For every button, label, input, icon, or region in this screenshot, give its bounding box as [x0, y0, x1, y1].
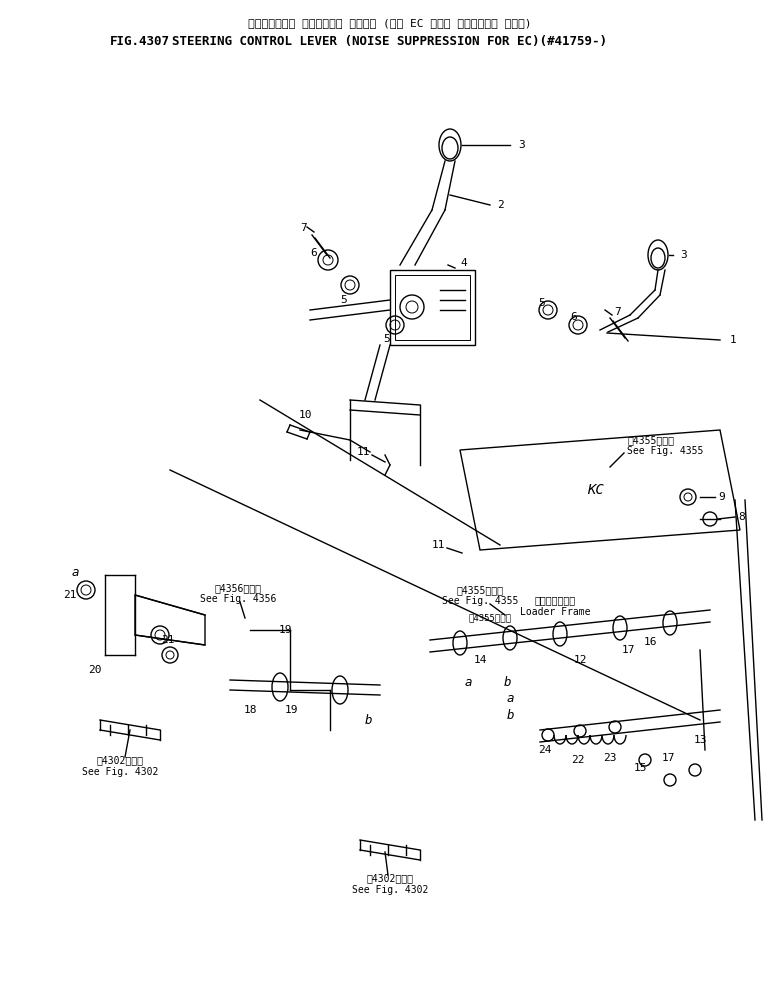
Bar [395, 275, 470, 340]
Text: See Fig. 4302: See Fig. 4302 [352, 885, 428, 895]
Text: 5: 5 [539, 298, 546, 308]
Text: 5: 5 [341, 295, 347, 305]
Text: KC: KC [587, 483, 604, 497]
Text: 7: 7 [614, 307, 621, 317]
Text: 3: 3 [680, 250, 687, 260]
Text: 18: 18 [243, 705, 257, 715]
Text: a: a [464, 676, 472, 689]
Text: See Fig. 4356: See Fig. 4356 [200, 594, 276, 604]
Text: 第4355図参照: 第4355図参照 [469, 613, 512, 622]
Text: 第4355図参照: 第4355図参照 [456, 585, 504, 595]
Text: 第4302図参照: 第4302図参照 [97, 755, 143, 765]
Text: 19: 19 [278, 625, 291, 635]
Text: 17: 17 [622, 645, 635, 655]
Text: 7: 7 [300, 223, 307, 233]
Text: 6: 6 [570, 312, 577, 322]
Bar [390, 270, 475, 345]
Text: STEERING CONTROL LEVER (NOISE SUPPRESSION FOR EC)(#41759-): STEERING CONTROL LEVER (NOISE SUPPRESSIO… [173, 35, 608, 48]
Text: b: b [503, 676, 511, 689]
Text: 3: 3 [518, 140, 525, 150]
Text: Loader Frame: Loader Frame [520, 607, 591, 617]
Text: 5: 5 [384, 334, 391, 344]
Text: 21: 21 [161, 635, 174, 645]
Text: 14: 14 [474, 655, 487, 665]
Text: 6: 6 [310, 248, 317, 258]
Text: ステアリング゛ コントロール レハ゛ー (エク EC ムケ゛ テインカォン ショウ): ステアリング゛ コントロール レハ゛ー (エク EC ムケ゛ テインカォン ショ… [248, 18, 532, 28]
Text: 第4356図参照: 第4356図参照 [215, 583, 261, 593]
Text: a: a [506, 692, 514, 705]
Text: 19: 19 [285, 705, 298, 715]
Text: 24: 24 [539, 745, 552, 755]
Text: 2: 2 [497, 200, 504, 210]
Text: 12: 12 [574, 655, 587, 665]
Text: FIG.4307: FIG.4307 [110, 35, 170, 48]
Text: 8: 8 [738, 512, 745, 522]
Text: 21: 21 [64, 590, 77, 600]
Text: See Fig. 4355: See Fig. 4355 [442, 596, 518, 606]
Text: See Fig. 4302: See Fig. 4302 [82, 767, 158, 777]
Text: b: b [364, 714, 372, 727]
Text: 17: 17 [661, 753, 675, 763]
Text: 23: 23 [603, 753, 617, 763]
Text: 11: 11 [432, 540, 445, 550]
Text: 第4355図参照: 第4355図参照 [627, 435, 674, 445]
Text: 13: 13 [694, 735, 707, 745]
Text: b: b [506, 709, 514, 722]
Text: 20: 20 [88, 665, 102, 675]
Text: 15: 15 [633, 763, 647, 773]
Text: ローダフレーム: ローダフレーム [535, 595, 576, 605]
Text: a: a [71, 566, 79, 579]
Text: 1: 1 [730, 335, 737, 345]
Text: 4: 4 [460, 258, 467, 268]
Text: 10: 10 [298, 410, 312, 420]
Text: 11: 11 [356, 447, 370, 457]
Text: 22: 22 [571, 755, 585, 765]
Text: See Fig. 4355: See Fig. 4355 [627, 446, 704, 456]
Text: 第4302図参照: 第4302図参照 [367, 873, 414, 883]
Text: 9: 9 [718, 492, 725, 502]
Text: 16: 16 [643, 637, 656, 647]
